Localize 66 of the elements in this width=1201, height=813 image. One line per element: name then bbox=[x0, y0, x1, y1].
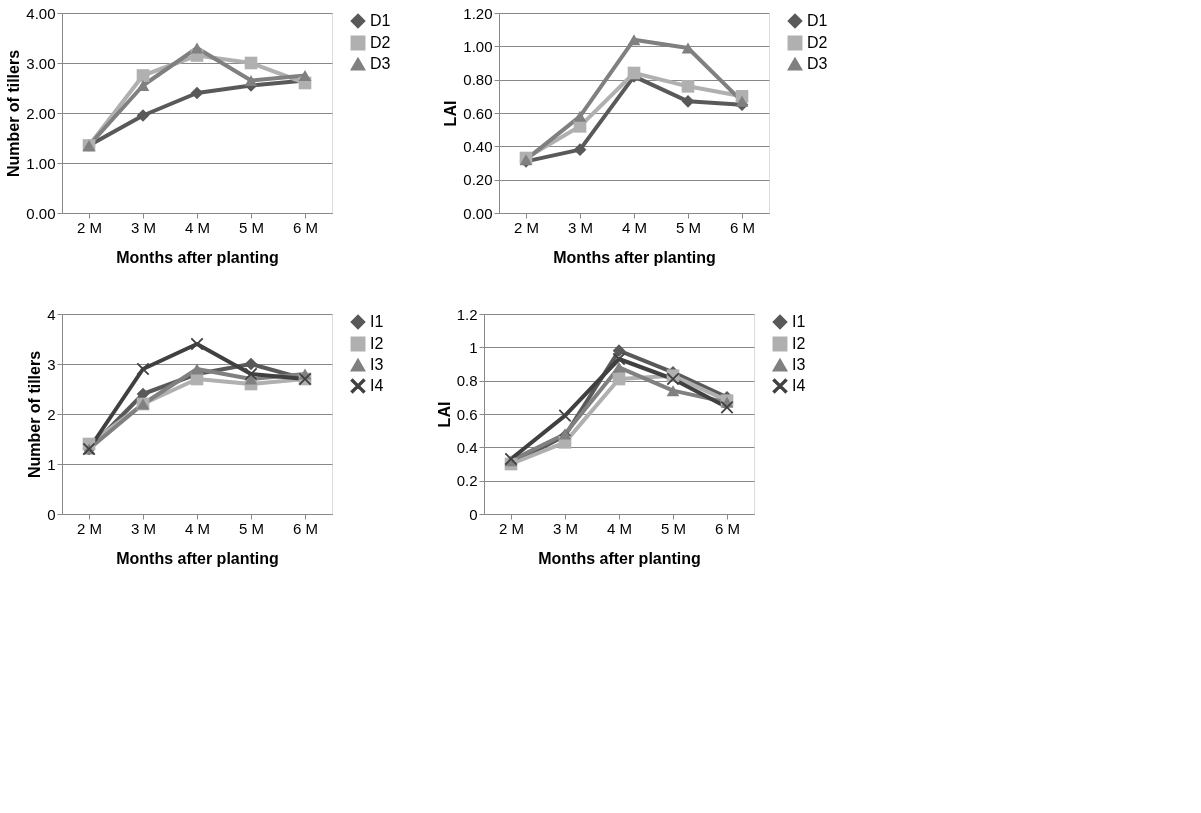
y-tick-label: 1.00 bbox=[463, 37, 493, 55]
legend-label: I4 bbox=[792, 377, 806, 394]
y-tick-label: 1 bbox=[469, 338, 478, 356]
legend-label: D3 bbox=[807, 55, 828, 72]
y-tick-label: 0.20 bbox=[463, 171, 493, 189]
y-tick-label: 0 bbox=[47, 505, 56, 523]
x-tick-label: 2 M bbox=[513, 218, 540, 236]
y-axis-title: Number of tillers bbox=[26, 350, 44, 479]
x-tick-label: 6 M bbox=[729, 218, 756, 236]
legend-label: I2 bbox=[370, 335, 384, 352]
y-axis-title: LAI bbox=[435, 401, 453, 428]
x-tick-label: 5 M bbox=[660, 519, 687, 537]
y-tick-label: 2 bbox=[47, 405, 56, 423]
legend-label: I3 bbox=[370, 356, 384, 373]
y-tick-label: 0.80 bbox=[463, 71, 493, 89]
x-tick-label: 2 M bbox=[498, 519, 525, 537]
x-axis-title: Months after planting bbox=[116, 248, 279, 266]
x-tick-label: 6 M bbox=[292, 519, 319, 537]
x-tick-label: 3 M bbox=[130, 218, 157, 236]
x-axis-title: Months after planting bbox=[116, 549, 279, 567]
legend-label: I1 bbox=[370, 313, 384, 330]
y-tick-label: 0.4 bbox=[456, 438, 478, 456]
x-tick-label: 3 M bbox=[552, 519, 579, 537]
y-tick-label: 0.6 bbox=[456, 405, 478, 423]
y-tick-label: 2.00 bbox=[26, 104, 56, 122]
legend-label: D1 bbox=[370, 12, 391, 29]
y-tick-label: 1 bbox=[47, 455, 56, 473]
x-tick-label: 4 M bbox=[184, 218, 211, 236]
y-tick-label: 0.8 bbox=[456, 372, 478, 390]
x-tick-label: 6 M bbox=[714, 519, 741, 537]
x-tick-label: 5 M bbox=[238, 519, 265, 537]
x-tick-label: 2 M bbox=[76, 519, 103, 537]
x-tick-label: 4 M bbox=[621, 218, 648, 236]
y-tick-label: 4.00 bbox=[26, 4, 56, 22]
legend-label: D2 bbox=[807, 34, 828, 51]
y-axis-title: LAI bbox=[442, 100, 460, 127]
y-tick-label: 1.20 bbox=[463, 4, 493, 22]
x-tick-label: 5 M bbox=[238, 218, 265, 236]
y-tick-label: 1.2 bbox=[456, 305, 478, 323]
x-axis-title: Months after planting bbox=[553, 248, 716, 266]
x-tick-label: 3 M bbox=[567, 218, 594, 236]
legend-label: I1 bbox=[792, 313, 806, 330]
y-tick-label: 0.00 bbox=[26, 204, 56, 222]
legend-label: D2 bbox=[370, 34, 391, 51]
y-tick-label: 4 bbox=[47, 305, 56, 323]
x-tick-label: 3 M bbox=[130, 519, 157, 537]
y-tick-label: 0.2 bbox=[456, 472, 478, 490]
y-tick-label: 0.40 bbox=[463, 137, 493, 155]
x-tick-label: 2 M bbox=[76, 218, 103, 236]
x-tick-label: 4 M bbox=[606, 519, 633, 537]
legend-label: I4 bbox=[370, 377, 384, 394]
x-tick-label: 6 M bbox=[292, 218, 319, 236]
y-tick-label: 3 bbox=[47, 355, 56, 373]
y-tick-label: 0 bbox=[469, 505, 478, 523]
legend-label: I3 bbox=[792, 356, 806, 373]
legend-label: D1 bbox=[807, 12, 828, 29]
legend-label: D3 bbox=[370, 55, 391, 72]
legend-label: I2 bbox=[792, 335, 806, 352]
y-tick-label: 0.60 bbox=[463, 104, 493, 122]
x-tick-label: 5 M bbox=[675, 218, 702, 236]
y-tick-label: 3.00 bbox=[26, 54, 56, 72]
y-axis-title: Number of tillers bbox=[5, 49, 23, 178]
y-tick-label: 1.00 bbox=[26, 154, 56, 172]
x-axis-title: Months after planting bbox=[538, 549, 701, 567]
y-tick-label: 0.00 bbox=[463, 204, 493, 222]
x-tick-label: 4 M bbox=[184, 519, 211, 537]
